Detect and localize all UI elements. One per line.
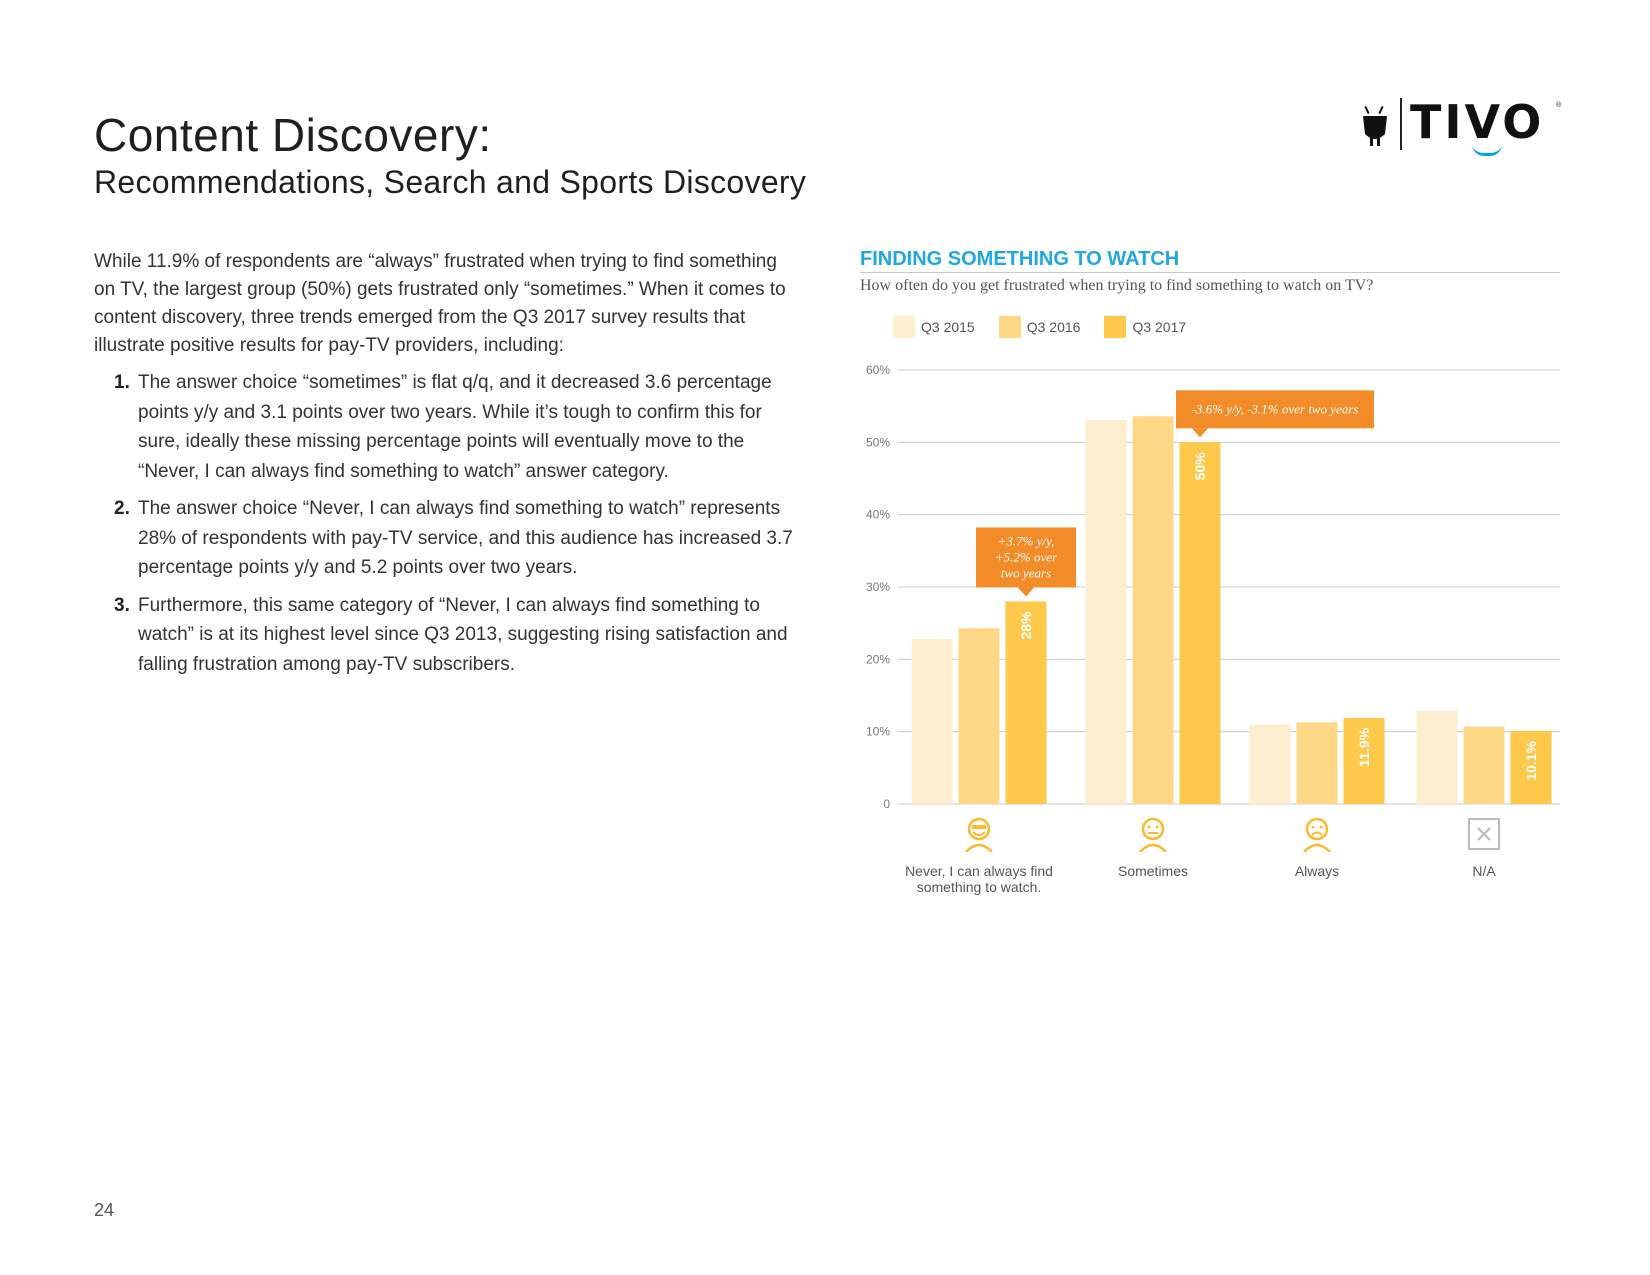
legend-item-q3-2016: Q3 2016 bbox=[998, 316, 1081, 338]
findings-list: 1. The answer choice “sometimes” is flat … bbox=[110, 368, 800, 687]
legend-label: Q3 2016 bbox=[1026, 319, 1081, 335]
logo-text: TIVO bbox=[1410, 95, 1545, 149]
callout-box bbox=[976, 527, 1076, 588]
tivo-mascot-icon bbox=[1363, 105, 1387, 146]
y-tick-label: 60% bbox=[866, 363, 890, 377]
bar bbox=[1510, 730, 1552, 804]
y-tick-label: 50% bbox=[866, 435, 890, 449]
bar bbox=[1296, 722, 1338, 804]
tivo-logo: TIVO ® bbox=[1360, 94, 1562, 156]
legend-label: Q3 2015 bbox=[921, 319, 975, 335]
legend-swatch bbox=[893, 316, 915, 338]
legend-item-q3-2015: Q3 2015 bbox=[893, 316, 975, 338]
data-label: 11.9% bbox=[1356, 727, 1372, 766]
bar bbox=[1179, 442, 1221, 804]
x-box-icon bbox=[1467, 816, 1501, 852]
bar bbox=[911, 639, 953, 804]
y-tick-label: 40% bbox=[866, 508, 890, 522]
page-number: 24 bbox=[94, 1200, 115, 1220]
intro-paragraph: While 11.9% of respondents are “always” … bbox=[94, 251, 786, 356]
callout-text: two years bbox=[1001, 565, 1051, 580]
sad-face-icon bbox=[1300, 816, 1334, 853]
bar bbox=[1416, 710, 1458, 804]
x-category-label: N/A bbox=[1472, 863, 1496, 879]
bar-chart: 0 10% 20% 30% 40% 50% 60% 28% 50% 11.9% 10.1% +3.7%… bbox=[866, 363, 1560, 810]
data-label: 28% bbox=[1018, 611, 1034, 640]
x-category-label: Never, I can always find something to wa… bbox=[905, 863, 1053, 895]
x-category-label: Sometimes bbox=[1117, 863, 1189, 879]
happy-face-icon bbox=[962, 816, 996, 853]
list-item-text: Furthermore, this same category of “Neve… bbox=[138, 594, 788, 675]
callout-pointer bbox=[1018, 587, 1034, 597]
bar bbox=[958, 628, 1000, 804]
bar bbox=[1463, 726, 1505, 804]
y-tick-label: 10% bbox=[866, 725, 890, 739]
bar bbox=[1249, 724, 1291, 804]
bar bbox=[1085, 419, 1127, 804]
callout-pointer bbox=[1192, 428, 1208, 438]
y-tick-label: 30% bbox=[866, 580, 890, 594]
data-label: 10.1% bbox=[1523, 740, 1539, 780]
legend-swatch bbox=[1104, 316, 1127, 338]
chart-title-rule bbox=[860, 272, 1560, 273]
neutral-face-icon bbox=[1136, 816, 1170, 853]
list-item-text: The answer choice “sometimes” is flat q/… bbox=[138, 372, 772, 482]
list-item: 1. The answer choice “sometimes” is flat … bbox=[110, 368, 800, 486]
bar bbox=[1343, 717, 1385, 804]
page-title: Content Discovery: bbox=[94, 109, 492, 161]
callout-box bbox=[1176, 390, 1374, 429]
callout-text: +5.2% over bbox=[995, 549, 1058, 564]
logo-smile-icon bbox=[1472, 144, 1502, 156]
chart-subtitle: How often do you get frustrated when try… bbox=[860, 277, 1374, 294]
data-label: 50% bbox=[1192, 452, 1208, 481]
chart-legend: Q3 2015 Q3 2016 Q3 2017 bbox=[893, 316, 1186, 338]
logo-trademark: ® bbox=[1556, 102, 1562, 109]
list-number: 3. bbox=[114, 594, 130, 616]
legend-swatch bbox=[998, 316, 1021, 338]
list-item: 3. Furthermore, this same category of “Ne… bbox=[110, 591, 800, 680]
x-category-label: Always bbox=[1294, 863, 1340, 879]
bar bbox=[1132, 416, 1174, 804]
legend-item-q3-2017: Q3 2017 bbox=[1104, 316, 1186, 338]
chart-title: FINDING SOMETHING TO WATCH bbox=[860, 248, 1180, 270]
callout-text: +3.7% y/y, bbox=[998, 533, 1055, 548]
list-item-text: The answer choice “Never, I can always f… bbox=[138, 498, 793, 578]
list-number: 1. bbox=[114, 372, 130, 393]
legend-label: Q3 2017 bbox=[1132, 319, 1187, 335]
list-number: 2. bbox=[114, 498, 130, 519]
logo-divider bbox=[1400, 98, 1402, 150]
page-subtitle: Recommendations, Search and Sports Disco… bbox=[94, 164, 807, 200]
y-tick-label: 0 bbox=[883, 797, 890, 810]
list-item: 2. The answer choice “Never, I can always… bbox=[110, 494, 800, 583]
callout-text: -3.6% y/y, -3.1% over two years bbox=[1192, 401, 1359, 416]
bar bbox=[1005, 601, 1047, 804]
y-tick-label: 20% bbox=[866, 652, 890, 666]
